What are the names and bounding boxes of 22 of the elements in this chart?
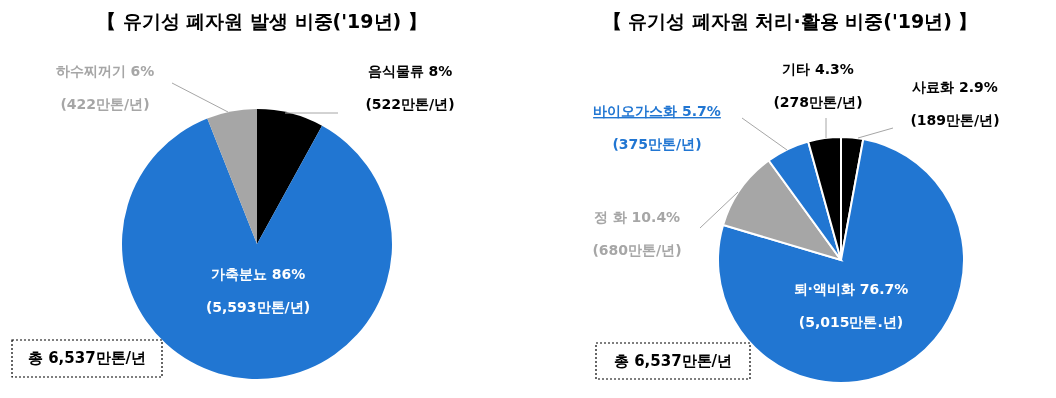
text: (522만톤/년): [365, 96, 455, 112]
category-label: 하수찌꺼기 6%: [55, 63, 155, 79]
text: (278만톤/년): [773, 94, 863, 110]
category-label: 바이오가스화 5.7%: [593, 103, 721, 119]
category-label: 사료화 2.9%: [912, 79, 998, 95]
category-label: 음식물류 8%: [367, 63, 453, 79]
text: (375만톤/년): [612, 136, 702, 152]
pie-slice: [257, 109, 323, 244]
text: (680만톤/년): [592, 242, 682, 258]
chart-title: 【 유기성 폐자원 처리·활용 비중('19년) 】: [602, 9, 978, 32]
text: (189만톤/년): [910, 112, 1000, 128]
category-label: 기타 4.3%: [782, 61, 854, 77]
category-label: 퇴·액비화 76.7%: [793, 281, 909, 297]
text: (422만톤/년): [60, 96, 150, 112]
text: 총 6,537만톤/년: [27, 349, 147, 367]
text: (5,015만톤.년): [798, 314, 904, 330]
chart-title: 【 유기성 폐자원 발생 비중('19년) 】: [97, 9, 427, 32]
category-label: 가축분뇨 86%: [210, 266, 306, 282]
category-label: 정 화 10.4%: [593, 209, 681, 225]
text: 총 6,537만톤/년: [613, 351, 733, 370]
pie-slice: [207, 109, 257, 244]
text: (5,593만톤/년): [205, 299, 311, 315]
